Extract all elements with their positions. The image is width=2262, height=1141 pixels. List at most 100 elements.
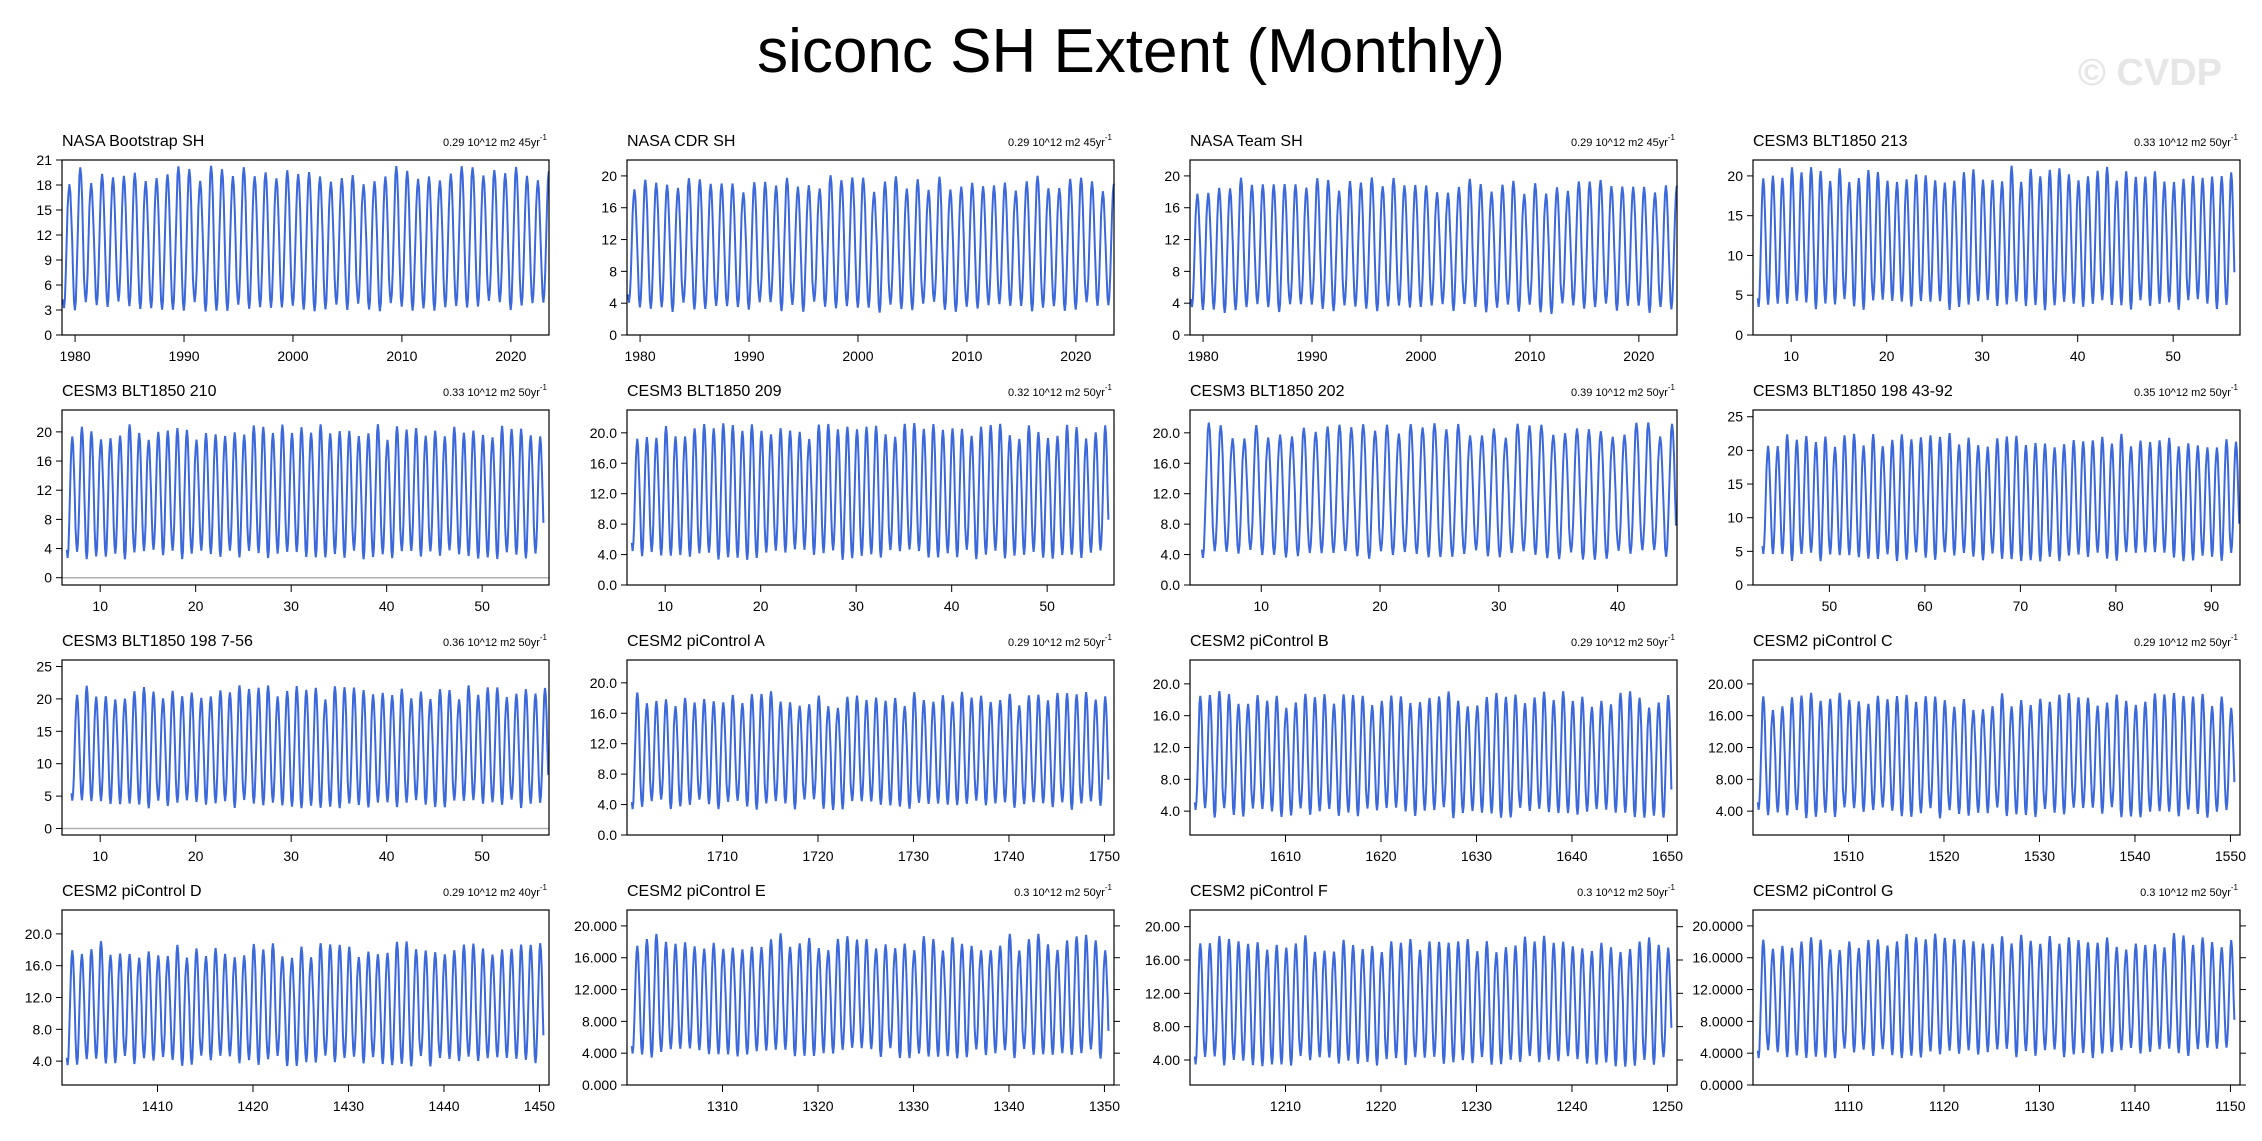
x-tick-label: 40 xyxy=(379,848,395,864)
y-tick-label: 20.0 xyxy=(1153,676,1180,692)
x-tick-label: 1230 xyxy=(1461,1098,1492,1114)
plot-frame xyxy=(61,659,550,836)
trend-superscript: -1 xyxy=(2231,633,2239,642)
x-tick-label: 1210 xyxy=(1270,1098,1301,1114)
series-line xyxy=(630,933,1110,1059)
y-tick-label: 16 xyxy=(36,453,52,469)
x-tick-label: 1530 xyxy=(2024,848,2055,864)
x-tick-label: 40 xyxy=(379,598,395,614)
x-tick-label: 2010 xyxy=(1514,348,1545,364)
series-line xyxy=(1761,432,2241,562)
x-tick-label: 50 xyxy=(2165,348,2181,364)
y-tick-label: 10 xyxy=(1727,510,1743,526)
x-tick-label: 10 xyxy=(1253,598,1269,614)
trend-text: 0.36 10^12 m2 50yr xyxy=(443,637,540,649)
trend-superscript: -1 xyxy=(2231,883,2239,892)
panel-trend-label: 0.3 10^12 m2 50yr-1 xyxy=(2140,883,2238,899)
y-tick-label: 4.0 xyxy=(33,1053,53,1069)
y-tick-label: 6 xyxy=(44,277,52,293)
x-tick-label: 2000 xyxy=(842,348,873,364)
x-tick-label: 90 xyxy=(2204,598,2220,614)
y-tick-label: 12.000 xyxy=(574,982,617,998)
y-tick-label: 8.000 xyxy=(582,1013,617,1029)
x-tick-label: 1540 xyxy=(2119,848,2150,864)
y-tick-label: 8.0 xyxy=(598,516,618,532)
series-line xyxy=(630,423,1110,560)
plot-frame xyxy=(1752,909,2241,1086)
series-line xyxy=(65,424,545,560)
x-tick-label: 1990 xyxy=(168,348,199,364)
x-tick-label: 1980 xyxy=(624,348,655,364)
x-tick-label: 1330 xyxy=(898,1098,929,1114)
panel-title: CESM3 BLT1850 198 43-92 xyxy=(1753,383,1953,400)
y-tick-label: 4.0000 xyxy=(1700,1045,1743,1061)
x-tick-label: 1510 xyxy=(1833,848,1864,864)
y-tick-label: 20.0 xyxy=(590,425,617,441)
x-tick-label: 1980 xyxy=(59,348,90,364)
series-line xyxy=(1756,692,2236,819)
trend-superscript: -1 xyxy=(2231,133,2239,142)
figure-title: siconc SH Extent (Monthly) xyxy=(757,17,1505,86)
y-tick-label: 8.0000 xyxy=(1700,1013,1743,1029)
y-tick-label: 4.0 xyxy=(598,547,618,563)
y-tick-label: 4.00 xyxy=(1716,803,1743,819)
trend-text: 0.35 10^12 m2 50yr xyxy=(2134,387,2231,399)
x-tick-label: 40 xyxy=(1610,598,1626,614)
series-line xyxy=(1190,177,1678,315)
panel-trend-label: 0.36 10^12 m2 50yr-1 xyxy=(443,633,548,649)
panel-3: NASA Team SH 0.29 10^12 m2 45yr-1 0 4 8 12 16 2… xyxy=(1164,133,1678,364)
y-tick-label: 20.0 xyxy=(590,675,617,691)
x-tick-label: 30 xyxy=(1974,348,1990,364)
y-tick-label: 15 xyxy=(36,202,52,218)
y-tick-label: 8.0 xyxy=(598,766,618,782)
y-tick-label: 12.0 xyxy=(1153,740,1180,756)
trend-text: 0.3 10^12 m2 50yr xyxy=(2140,887,2231,899)
y-tick-label: 8.0 xyxy=(1161,771,1181,787)
y-tick-label: 0.0 xyxy=(598,827,618,843)
y-tick-label: 0.0 xyxy=(598,577,618,593)
panel-title: CESM2 piControl B xyxy=(1190,633,1329,650)
y-tick-label: 16.000 xyxy=(574,950,617,966)
x-tick-label: 1640 xyxy=(1556,848,1587,864)
y-tick-label: 4 xyxy=(609,295,617,311)
x-tick-label: 30 xyxy=(848,598,864,614)
x-tick-label: 40 xyxy=(2070,348,2086,364)
x-tick-label: 30 xyxy=(1491,598,1507,614)
y-tick-label: 0.0000 xyxy=(1700,1077,1743,1093)
panel-trend-label: 0.3 10^12 m2 50yr-1 xyxy=(1577,883,1675,899)
x-tick-label: 1320 xyxy=(802,1098,833,1114)
x-tick-label: 1520 xyxy=(1928,848,1959,864)
panel-6: CESM3 BLT1850 209 0.32 10^12 m2 50yr-1 0.0… xyxy=(590,383,1115,614)
y-tick-label: 16.0 xyxy=(1153,708,1180,724)
panel-title: CESM2 piControl C xyxy=(1753,633,1893,650)
panel-10: CESM2 piControl A 0.29 10^12 m2 50yr-1 0.0… xyxy=(590,633,1120,864)
y-tick-label: 0 xyxy=(1735,327,1743,343)
series-line xyxy=(70,685,550,809)
trend-text: 0.29 10^12 m2 45yr xyxy=(1008,137,1105,149)
x-tick-label: 1980 xyxy=(1187,348,1218,364)
plot-frame xyxy=(1752,159,2241,336)
x-tick-label: 1650 xyxy=(1652,848,1683,864)
x-tick-label: 1720 xyxy=(802,848,833,864)
y-tick-label: 0 xyxy=(44,327,52,343)
y-tick-label: 12 xyxy=(601,232,617,248)
x-tick-label: 1750 xyxy=(1089,848,1120,864)
plot-frame xyxy=(1189,409,1678,586)
panel-1: NASA Bootstrap SH 0.29 10^12 m2 45yr-1 0 3 6… xyxy=(36,133,550,364)
x-tick-label: 2010 xyxy=(386,348,417,364)
y-tick-label: 12.0 xyxy=(1153,486,1180,502)
y-tick-label: 12.0 xyxy=(25,990,52,1006)
trend-text: 0.29 10^12 m2 45yr xyxy=(443,137,540,149)
y-tick-label: 4 xyxy=(44,541,52,557)
panel-trend-label: 0.29 10^12 m2 45yr-1 xyxy=(1008,133,1113,149)
y-tick-label: 12.0000 xyxy=(1692,982,1743,998)
x-tick-label: 1710 xyxy=(707,848,738,864)
y-tick-label: 8 xyxy=(44,511,52,527)
panel-trend-label: 0.29 10^12 m2 50yr-1 xyxy=(1571,633,1676,649)
x-tick-label: 1620 xyxy=(1365,848,1396,864)
panel-title: CESM2 piControl F xyxy=(1190,883,1328,900)
panel-16: CESM2 piControl G 0.3 10^12 m2 50yr-1 0.00… xyxy=(1692,883,2246,1114)
x-tick-label: 1990 xyxy=(1296,348,1327,364)
series-line xyxy=(62,165,550,312)
x-tick-label: 1410 xyxy=(142,1098,173,1114)
